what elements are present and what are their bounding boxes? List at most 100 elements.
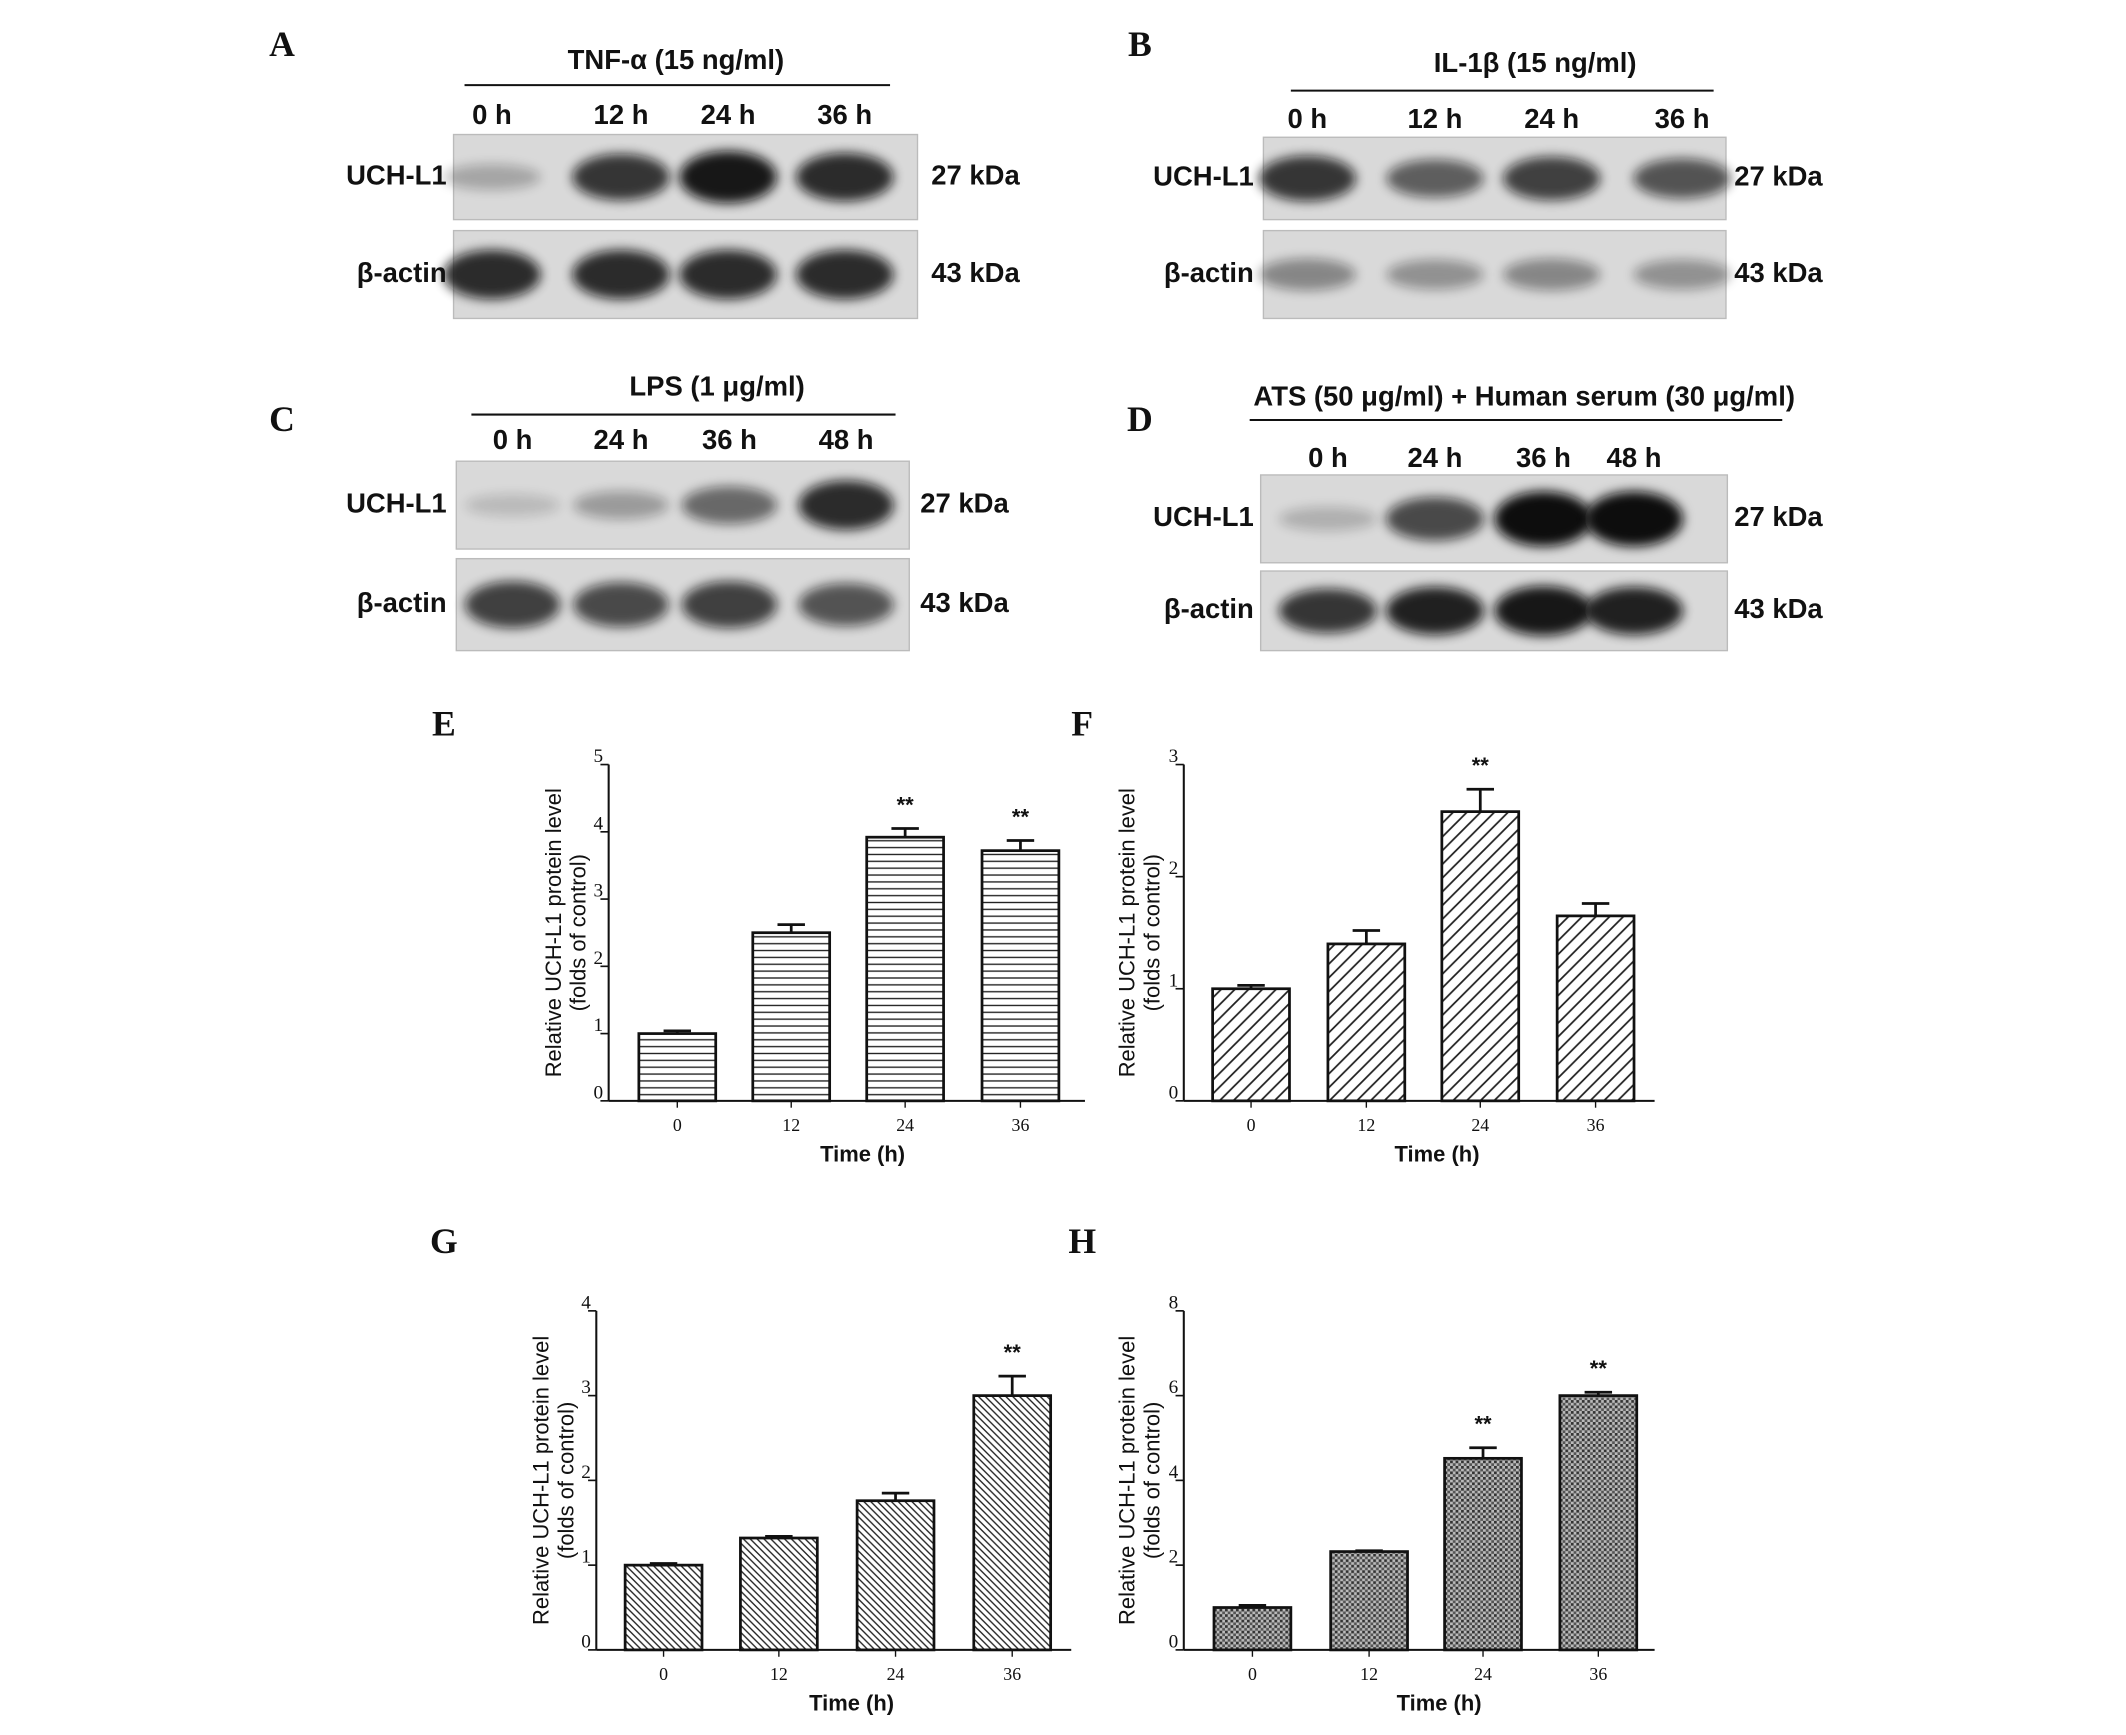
blot-band <box>1258 155 1356 202</box>
lane-label: 24 h <box>1408 442 1463 473</box>
panel-letter: E <box>432 704 456 744</box>
row-label: β-actin <box>357 587 447 618</box>
lane-label: 48 h <box>1607 442 1662 473</box>
y-tick-label: 3 <box>594 881 604 902</box>
panel-letter: F <box>1071 704 1093 744</box>
panel-letter: B <box>1128 24 1152 64</box>
y-tick-label: 3 <box>1169 746 1179 767</box>
lane-label: 36 h <box>702 424 757 455</box>
lane-label: 0 h <box>1287 103 1327 134</box>
molecular-weight: 43 kDa <box>1734 593 1823 624</box>
y-tick-label: 3 <box>581 1377 591 1398</box>
significance-mark: ** <box>1474 1412 1492 1437</box>
x-tick-label: 12 <box>782 1115 800 1135</box>
bar <box>972 1394 1053 1652</box>
panel-letter: H <box>1068 1221 1096 1261</box>
y-axis-title: (folds of control) <box>566 854 591 1011</box>
molecular-weight: 27 kDa <box>920 487 1009 518</box>
bar <box>1326 942 1407 1103</box>
panel-letter: D <box>1127 399 1153 439</box>
row-label: UCH-L1 <box>1153 161 1254 192</box>
bar <box>1211 987 1291 1103</box>
blot-band <box>798 480 894 530</box>
row-label: UCH-L1 <box>346 159 447 190</box>
y-tick-label: 6 <box>1169 1377 1179 1398</box>
lane-label: 36 h <box>817 99 872 130</box>
y-tick-label: 1 <box>1169 970 1179 991</box>
blot-band <box>679 151 777 204</box>
blot-band <box>1585 586 1684 635</box>
lane-label: 24 h <box>701 99 756 130</box>
blot-band <box>1386 159 1484 198</box>
x-tick-label: 36 <box>1003 1664 1021 1684</box>
blot-band <box>1585 491 1684 547</box>
y-tick-label: 0 <box>1169 1082 1179 1103</box>
blot-band <box>1503 156 1601 201</box>
bar <box>637 1032 718 1103</box>
y-axis-title: Relative UCH-L1 protein level <box>1115 788 1140 1077</box>
bar <box>751 931 832 1103</box>
lane-label: 24 h <box>1524 103 1579 134</box>
y-axis-title: Relative UCH-L1 protein level <box>529 1336 554 1625</box>
panel-letter: A <box>269 24 295 64</box>
treatment-label: LPS (1 μg/ml) <box>629 371 804 402</box>
blot-band <box>572 153 670 201</box>
blot-band <box>465 581 561 629</box>
x-tick-label: 0 <box>1248 1664 1257 1684</box>
blot-band <box>443 164 541 190</box>
blot-band <box>1633 259 1731 290</box>
y-tick-label: 4 <box>581 1292 591 1313</box>
x-tick-label: 24 <box>1471 1115 1489 1135</box>
y-axis-title: (folds of control) <box>553 1402 578 1559</box>
y-axis-title: (folds of control) <box>1139 854 1164 1011</box>
lane-label: 24 h <box>594 424 649 455</box>
x-axis-title: Time (h) <box>1395 1142 1480 1167</box>
bar <box>1212 1606 1293 1652</box>
lane-label: 12 h <box>594 99 649 130</box>
significance-mark: ** <box>1472 753 1490 778</box>
blot-band <box>465 493 561 517</box>
blot-band <box>1503 258 1601 291</box>
y-axis-title: (folds of control) <box>1139 1402 1164 1559</box>
x-tick-label: 36 <box>1012 1115 1030 1135</box>
blot-band <box>443 249 541 300</box>
x-axis-title: Time (h) <box>809 1691 894 1716</box>
blot-band <box>1385 497 1484 541</box>
molecular-weight: 43 kDa <box>920 587 1009 618</box>
bar <box>980 849 1061 1103</box>
panel-letter: G <box>430 1221 458 1261</box>
lane-label: 36 h <box>1516 442 1571 473</box>
bar <box>865 835 945 1103</box>
x-tick-label: 0 <box>1247 1115 1256 1135</box>
y-tick-label: 0 <box>594 1082 604 1103</box>
x-axis-title: Time (h) <box>1397 1691 1482 1716</box>
bar <box>855 1499 936 1652</box>
blot-band <box>681 486 778 524</box>
bar <box>1555 914 1636 1103</box>
bar <box>623 1563 704 1652</box>
y-tick-label: 2 <box>581 1462 591 1483</box>
bar <box>1329 1550 1409 1652</box>
blot-band <box>679 249 777 300</box>
significance-mark: ** <box>1012 804 1030 829</box>
x-tick-label: 12 <box>1360 1664 1378 1684</box>
blot-band <box>681 581 778 629</box>
x-tick-label: 24 <box>896 1115 914 1135</box>
x-tick-label: 12 <box>1357 1115 1375 1135</box>
molecular-weight: 27 kDa <box>1734 161 1823 192</box>
blot-band <box>1386 259 1484 290</box>
blot-band <box>1633 158 1731 199</box>
row-label: β-actin <box>1164 257 1254 288</box>
y-tick-label: 4 <box>1169 1462 1179 1483</box>
bar <box>739 1536 819 1652</box>
lane-label: 36 h <box>1655 103 1710 134</box>
lane-label: 0 h <box>1308 442 1348 473</box>
y-tick-label: 1 <box>594 1015 604 1036</box>
bar <box>1440 810 1521 1103</box>
y-tick-label: 2 <box>1169 858 1179 879</box>
x-tick-label: 24 <box>887 1664 905 1684</box>
lane-label: 12 h <box>1408 103 1463 134</box>
